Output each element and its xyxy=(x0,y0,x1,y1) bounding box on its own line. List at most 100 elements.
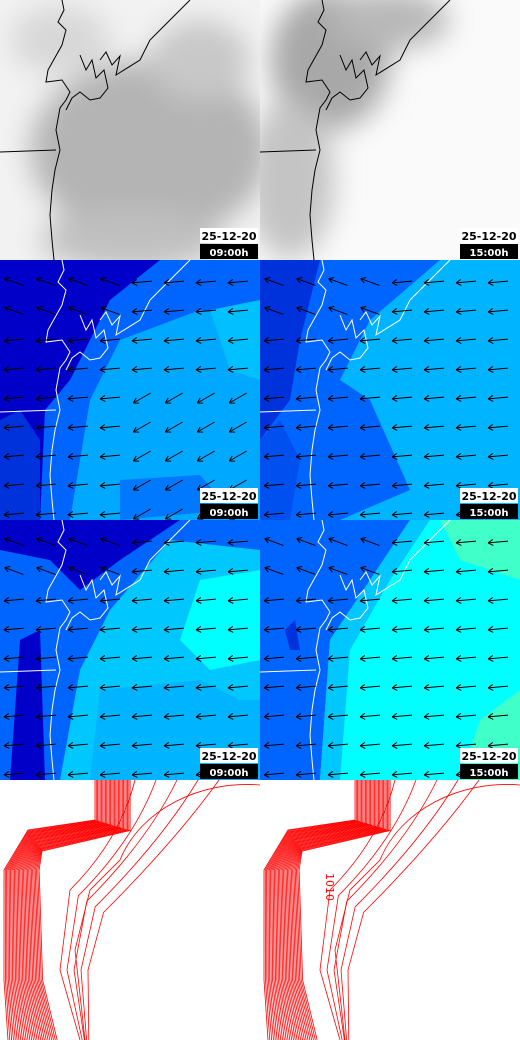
arrow xyxy=(163,626,185,633)
wind-arrow xyxy=(423,395,445,402)
isobar xyxy=(10,780,102,1040)
isobar xyxy=(3,780,96,1040)
isobar xyxy=(19,780,111,1040)
arrow xyxy=(295,395,317,402)
isobar xyxy=(270,780,362,1040)
wind-arrow xyxy=(295,482,317,489)
isobar xyxy=(80,779,199,1040)
wind-arrow xyxy=(327,424,349,431)
arrow xyxy=(195,279,217,286)
wind-arrow xyxy=(423,366,445,373)
arrow xyxy=(391,337,413,344)
arrow xyxy=(359,742,381,749)
arrow xyxy=(131,568,153,575)
isobar xyxy=(288,780,381,1040)
wind-arrow xyxy=(295,395,317,402)
wind-arrow xyxy=(100,536,120,546)
wind-arrow xyxy=(359,713,381,720)
arrow xyxy=(99,597,121,604)
arrow xyxy=(163,597,185,604)
arrow xyxy=(391,539,413,546)
arrow xyxy=(487,366,509,373)
arrow xyxy=(35,424,57,431)
wind-arrow xyxy=(487,626,509,633)
arrow xyxy=(35,684,57,691)
state-line xyxy=(0,409,57,413)
wind-panel xyxy=(0,520,260,780)
arrow xyxy=(264,276,284,286)
arrow xyxy=(263,626,285,633)
arrow xyxy=(263,684,285,691)
wind-arrow xyxy=(195,684,217,691)
isobar xyxy=(20,780,113,1040)
arrow xyxy=(99,771,121,778)
isobar xyxy=(12,780,105,1040)
wind-arrow xyxy=(99,424,121,431)
wind-arrow xyxy=(3,713,25,720)
wind-arrow xyxy=(227,597,249,604)
wind-arrow xyxy=(35,771,57,778)
arrow xyxy=(487,539,509,546)
wind-arrow xyxy=(423,424,445,431)
wind-arrow xyxy=(487,597,509,604)
arrow xyxy=(295,424,317,431)
arrow xyxy=(132,450,151,462)
arrow xyxy=(296,276,316,286)
wind-arrow xyxy=(227,308,249,315)
wind-arrow xyxy=(163,337,185,344)
wind-arrow xyxy=(455,279,477,286)
wind-arrow xyxy=(359,395,381,402)
arrow xyxy=(327,424,349,431)
wind-arrow xyxy=(327,337,349,344)
arrow xyxy=(455,626,477,633)
date-box xyxy=(460,748,518,763)
arrow xyxy=(391,684,413,691)
wind-arrow xyxy=(131,771,153,778)
arrow xyxy=(423,366,445,373)
wind-arrow xyxy=(327,366,349,373)
wind-arrow xyxy=(99,684,121,691)
arrow xyxy=(264,536,284,546)
isobar xyxy=(73,779,178,1040)
arrow xyxy=(487,453,509,460)
wind-arrow xyxy=(99,366,121,373)
wind-arrow xyxy=(391,482,413,489)
arrow xyxy=(68,565,88,575)
wind-arrow xyxy=(487,568,509,575)
arrow xyxy=(35,337,57,344)
arrow xyxy=(487,713,509,720)
arrow xyxy=(99,742,121,749)
wind-arrow xyxy=(100,276,120,286)
wind-arrow xyxy=(327,395,349,402)
wind-arrow xyxy=(195,742,217,749)
wind-arrow xyxy=(3,424,25,431)
coastline xyxy=(259,0,451,261)
date: 25-12-20 xyxy=(201,490,256,503)
isobars xyxy=(3,779,261,1040)
isobar xyxy=(281,780,374,1040)
wind-arrow xyxy=(195,568,217,575)
arrow xyxy=(327,511,349,518)
arrow xyxy=(359,366,381,373)
arrow xyxy=(327,655,349,662)
wind-arrow xyxy=(263,597,285,604)
wind-arrow xyxy=(455,308,477,315)
time-box xyxy=(460,764,518,779)
arrow xyxy=(263,366,285,373)
arrow xyxy=(100,565,120,575)
arrow xyxy=(68,305,88,315)
arrow xyxy=(360,565,380,575)
wind-arrow xyxy=(67,482,89,489)
wind-arrow xyxy=(487,684,509,691)
wind-arrow xyxy=(68,276,88,286)
isobar xyxy=(30,780,123,1040)
isobar xyxy=(37,780,130,1040)
wind-arrow xyxy=(196,450,215,462)
time-box xyxy=(200,764,258,779)
arrow xyxy=(3,366,25,373)
wind-arrow xyxy=(131,337,153,344)
wind-arrow xyxy=(359,482,381,489)
wind-arrow xyxy=(67,626,89,633)
wind-arrow xyxy=(263,771,285,778)
wind-arrow xyxy=(4,305,24,315)
